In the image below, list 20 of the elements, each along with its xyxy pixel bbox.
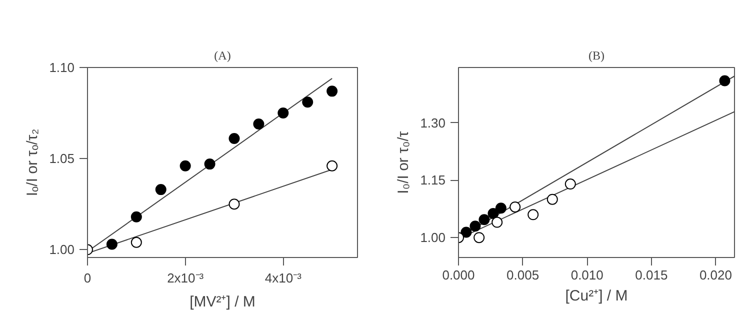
x-tick-label: 0.000 [442, 268, 475, 282]
x-axis-title: [MV²⁺] / M [190, 294, 256, 310]
y-tick-label: 1.15 [420, 172, 446, 188]
y-axis-title: Iₒ/I or τₒ/τ₂ [24, 128, 42, 196]
x-tick-label: 2x10⁻³ [167, 270, 204, 286]
x-tick-label: 0 [84, 270, 92, 286]
x-tick-label: 4x10⁻³ [264, 270, 302, 286]
x-tick-label: 0.010 [570, 268, 604, 282]
y-tick-label: 1.05 [49, 151, 75, 166]
chart-title: (A) [214, 48, 231, 62]
x-tick-label: 0.015 [635, 268, 668, 282]
y-tick-label: 1.30 [420, 115, 446, 130]
x-tick-label: 0.005 [506, 268, 540, 282]
x-axis-title: [Cu²⁺] / M [565, 288, 628, 304]
y-tick-label: 1.00 [420, 230, 446, 246]
y-tick-label: 1.00 [49, 242, 75, 258]
y-axis-title: I₀/I or τ₀/τ [395, 131, 412, 194]
chart-title: (B) [588, 48, 604, 62]
y-tick-label: 1.10 [49, 60, 75, 75]
x-tick-label: 0.020 [699, 268, 732, 282]
